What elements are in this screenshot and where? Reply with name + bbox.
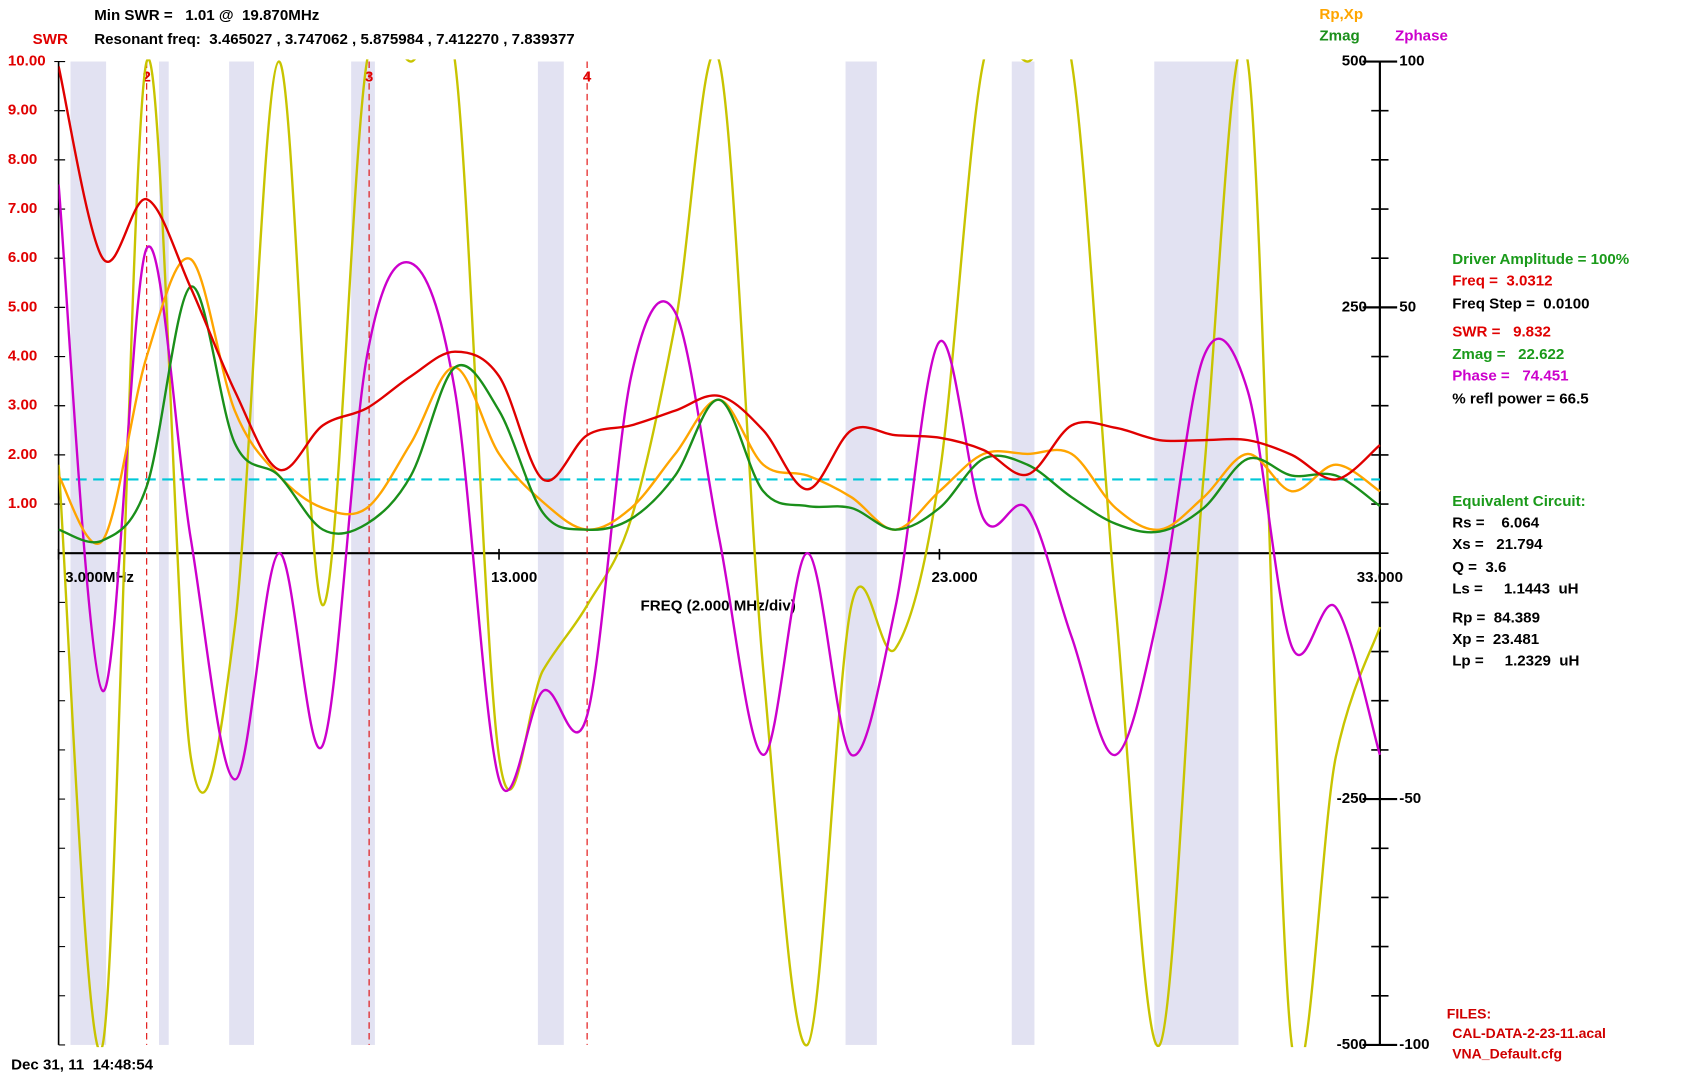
y2-tick-label: -50 xyxy=(1399,790,1421,807)
readout: % refl power = 66.5 xyxy=(1452,390,1588,407)
timestamp: Dec 31, 11 14:48:54 xyxy=(11,1056,154,1073)
readout: Freq Step = 0.0100 xyxy=(1452,295,1589,312)
y-tick-label: 6.00 xyxy=(8,249,37,266)
y3-tick-label: 500 xyxy=(1342,53,1367,70)
y-tick-label: 3.00 xyxy=(8,397,37,414)
series-line xyxy=(58,257,1381,545)
y2-tick-label: 50 xyxy=(1399,298,1416,315)
min-swr: Min SWR = 1.01 @ 19.870MHz xyxy=(94,7,320,24)
y2-tick-label: 100 xyxy=(1399,53,1424,70)
legend-entry: Zmag xyxy=(1319,28,1359,45)
readout: Phase = 74.451 xyxy=(1452,368,1568,385)
legend-entry: Rp,Xp xyxy=(1319,6,1363,23)
series-line xyxy=(58,184,1382,792)
y3-tick-label: -250 xyxy=(1337,790,1367,807)
legend-entry: SWR xyxy=(33,31,68,48)
file-entry: CAL-DATA-2-23-11.acal xyxy=(1452,1025,1606,1041)
readout: Ls = 1.1443 uH xyxy=(1452,580,1578,597)
y-tick-label: 7.00 xyxy=(8,200,37,217)
marker-label: 4 xyxy=(583,69,592,86)
y-tick-label: 4.00 xyxy=(8,348,37,365)
readout: Rp = 84.389 xyxy=(1452,610,1540,627)
x-tick-label: 13.000 xyxy=(491,569,537,586)
readout: Xs = 21.794 xyxy=(1452,536,1543,553)
marker-label: 2 xyxy=(142,69,150,86)
y2-tick-label: -100 xyxy=(1399,1036,1429,1053)
plot-area xyxy=(58,59,1382,1048)
readout: SWR = 9.832 xyxy=(1452,323,1551,340)
readout: Lp = 1.2329 uH xyxy=(1452,653,1579,670)
readout: Equivalent Circuit: xyxy=(1452,493,1585,510)
y3-tick-label: -500 xyxy=(1337,1036,1367,1053)
x-axis-label: FREQ (2.000 MHz/div) xyxy=(640,598,795,615)
y-tick-label: 5.00 xyxy=(8,298,37,315)
readout: Freq = 3.0312 xyxy=(1452,273,1552,290)
readout: Driver Amplitude = 100% xyxy=(1452,251,1630,268)
marker-label: 3 xyxy=(365,69,373,86)
series-line xyxy=(58,66,1381,491)
file-entry: FILES: xyxy=(1447,1005,1491,1021)
readout: Xp = 23.481 xyxy=(1452,631,1539,648)
y-tick-label: 2.00 xyxy=(8,446,37,463)
resonant-freq: Resonant freq: 3.465027 , 3.747062 , 5.8… xyxy=(94,31,574,48)
y3-tick-label: 250 xyxy=(1342,298,1367,315)
readout: Q = 3.6 xyxy=(1452,559,1506,576)
y-tick-label: 10.00 xyxy=(8,53,46,70)
series-line xyxy=(58,285,1381,544)
readout: Rs = 6.064 xyxy=(1452,515,1540,532)
y-tick-label: 1.00 xyxy=(8,495,37,512)
y-tick-label: 9.00 xyxy=(8,102,37,119)
x-tick-label: 23.000 xyxy=(931,569,977,586)
legend-entry: Zphase xyxy=(1395,28,1448,45)
x-tick-label: 33.000 xyxy=(1357,569,1403,586)
series-line xyxy=(58,59,1382,1048)
file-entry: VNA_Default.cfg xyxy=(1452,1045,1562,1061)
readout: Zmag = 22.622 xyxy=(1452,346,1564,363)
y-tick-label: 8.00 xyxy=(8,151,37,168)
